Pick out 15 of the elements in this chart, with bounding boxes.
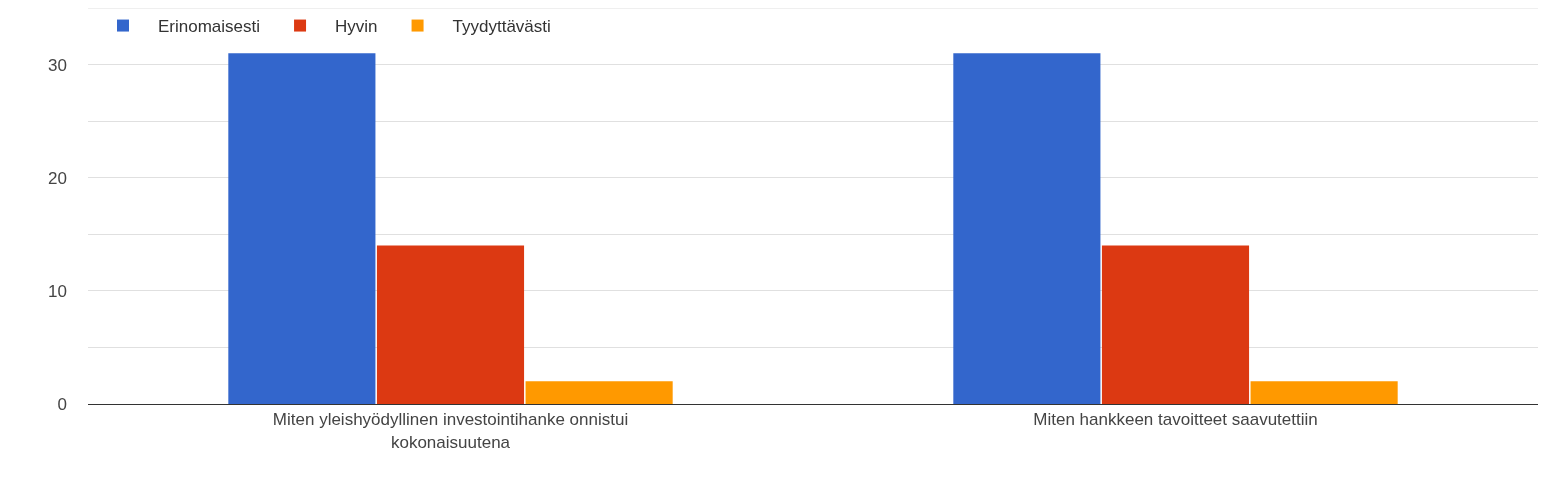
legend-label: Erinomaisesti <box>158 17 261 37</box>
x-tick-label: Miten yleishyödyllinen investointihanke onnistui kokonaisuutena <box>272 410 629 452</box>
x-tick-label: Miten hankkeen tavoitteet saavutettiin <box>1033 410 1318 430</box>
bar <box>525 381 673 404</box>
y-tick-label: 30 <box>48 55 67 75</box>
legend-label: Tyydyttävästi <box>452 17 551 37</box>
y-tick-label: 10 <box>48 281 67 301</box>
bar <box>1250 381 1398 404</box>
legend-label: Hyvin <box>335 17 378 37</box>
bar <box>376 245 525 404</box>
y-tick-label: 20 <box>48 168 67 188</box>
bar <box>1101 245 1250 404</box>
y-tick-label: 0 <box>57 394 67 414</box>
bar <box>228 53 376 404</box>
bar <box>953 53 1101 404</box>
